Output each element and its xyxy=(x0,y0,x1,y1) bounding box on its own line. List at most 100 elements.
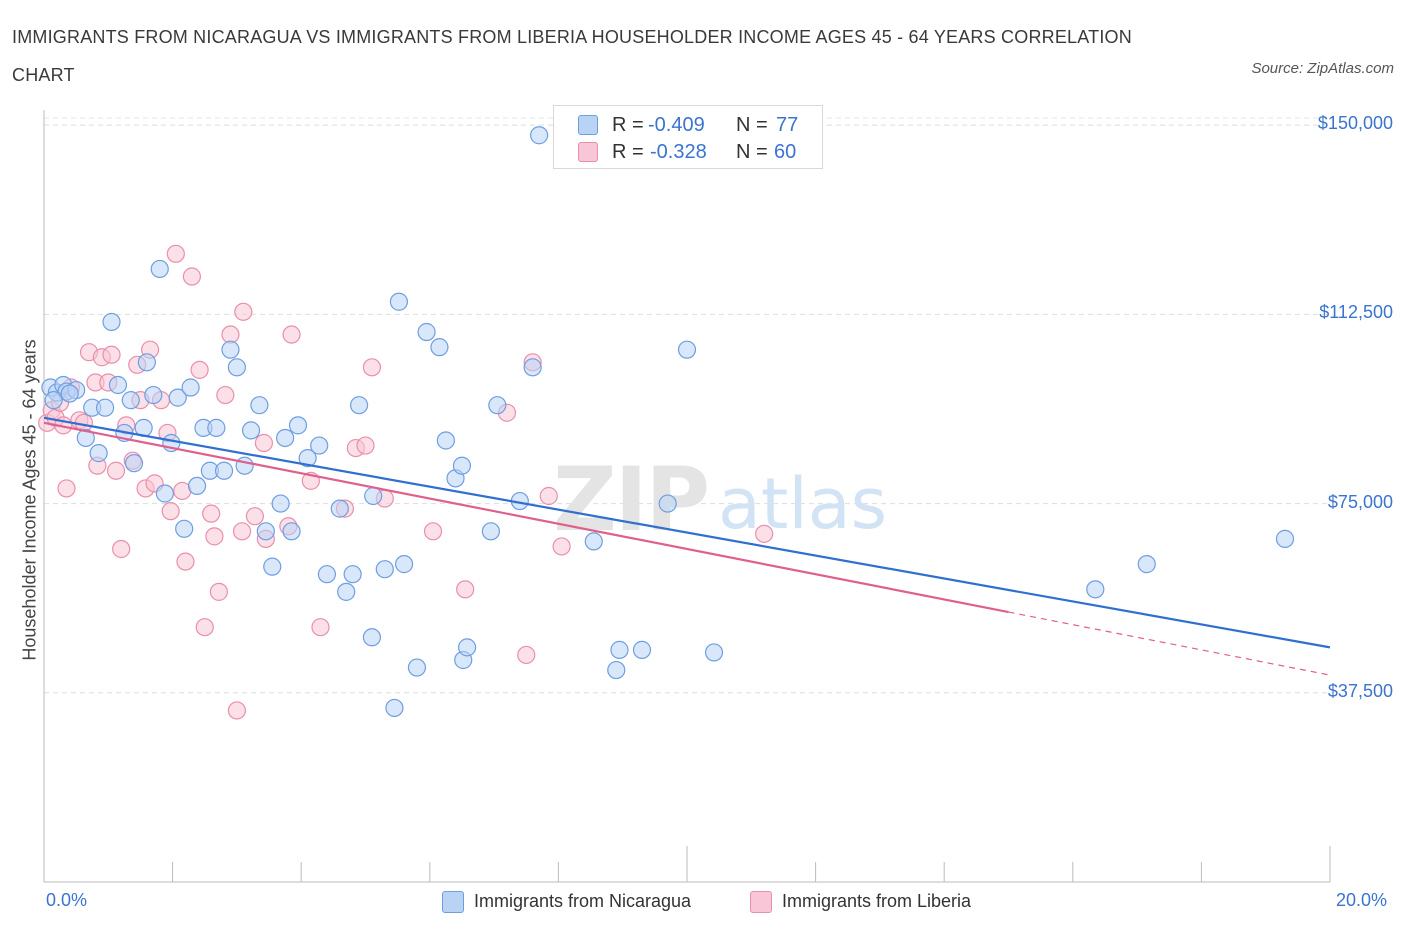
nicaragua-point xyxy=(362,628,382,647)
nicaragua-point xyxy=(343,565,362,584)
liberia-point xyxy=(166,244,185,263)
nicaragua-point xyxy=(436,431,455,450)
y-tick-label: $150,000 xyxy=(1317,113,1393,134)
nicaragua-point xyxy=(677,340,697,359)
nicaragua-point xyxy=(89,444,108,463)
nicaragua-point xyxy=(108,375,128,395)
nicaragua-point xyxy=(704,643,724,662)
nicaragua-point xyxy=(658,494,677,513)
nicaragua-point xyxy=(610,640,629,659)
nicaragua-trend-line xyxy=(43,416,1331,649)
r-value-nicaragua: -0.409 xyxy=(648,114,705,136)
nicaragua-point xyxy=(168,388,187,407)
liberia-trend-line xyxy=(43,421,1009,614)
y-tick-label: $112,500 xyxy=(1319,302,1393,323)
nicaragua-points xyxy=(41,126,1295,718)
nicaragua-point xyxy=(155,484,174,503)
watermark-zip: ZIP xyxy=(553,448,708,551)
nicaragua-point xyxy=(221,340,240,359)
liberia-point xyxy=(112,539,131,559)
nicaragua-point xyxy=(417,322,436,342)
liberia-points xyxy=(38,244,774,720)
nicaragua-point xyxy=(207,418,226,437)
liberia-point xyxy=(755,524,774,543)
nicaragua-point xyxy=(271,494,290,513)
liberia-point xyxy=(232,522,252,541)
x-tick-max: 20.0% xyxy=(1336,890,1388,910)
nicaragua-point xyxy=(250,396,269,415)
nicaragua-point xyxy=(298,449,317,468)
liberia-point xyxy=(221,325,240,344)
nicaragua-point xyxy=(181,378,200,397)
nicaragua-point xyxy=(394,555,414,574)
liberia-point xyxy=(245,507,265,526)
liberia-point xyxy=(190,360,209,379)
nicaragua-point xyxy=(1086,580,1105,599)
nicaragua-point xyxy=(256,522,275,541)
nicaragua-point xyxy=(364,486,383,506)
liberia-point xyxy=(227,701,246,720)
nicaragua-point xyxy=(144,385,163,405)
nicaragua-point xyxy=(330,499,349,518)
liberia-point xyxy=(234,302,253,321)
liberia-point xyxy=(102,345,121,364)
liberia-point xyxy=(216,385,235,405)
chart-title: IMMIGRANTS FROM NICARAGUA VS IMMIGRANTS … xyxy=(12,27,1132,85)
nicaragua-point xyxy=(121,391,140,410)
liberia-point xyxy=(205,527,224,546)
liberia-point xyxy=(209,582,228,601)
nicaragua-point xyxy=(389,292,409,311)
liberia-point xyxy=(254,433,274,453)
nicaragua-point xyxy=(187,476,207,496)
nicaragua-point xyxy=(214,461,234,480)
nicaragua-point xyxy=(632,640,652,659)
nicaragua-swatch xyxy=(578,115,598,135)
grid-lines xyxy=(44,117,1330,694)
nicaragua-point xyxy=(310,436,329,455)
nicaragua-point xyxy=(317,565,337,584)
nicaragua-point xyxy=(227,358,246,377)
nicaragua-point xyxy=(607,660,626,680)
nicaragua-point xyxy=(337,582,356,601)
nicaragua-point xyxy=(530,126,549,145)
nicaragua-point xyxy=(137,353,156,372)
x-tick-min: 0.0% xyxy=(46,890,88,910)
nicaragua-point xyxy=(276,428,295,448)
liberia-swatch xyxy=(750,891,772,913)
nicaragua-point xyxy=(1275,529,1295,548)
nicaragua-point xyxy=(76,428,95,448)
liberia-point xyxy=(195,618,214,637)
legend-label-nicaragua: Immigrants from Nicaragua xyxy=(474,891,692,911)
r-label: R = xyxy=(612,114,644,136)
nicaragua-point xyxy=(1137,555,1156,574)
nicaragua-point xyxy=(349,396,369,415)
source-label: Source: ZipAtlas.com xyxy=(1251,60,1394,77)
liberia-point xyxy=(311,618,330,637)
nicaragua-point xyxy=(241,421,261,440)
r-value-liberia: -0.328 xyxy=(650,141,707,163)
nicaragua-point xyxy=(385,698,404,718)
watermark-atlas: atlas xyxy=(718,463,887,545)
nicaragua-point xyxy=(124,454,144,473)
n-label: N = xyxy=(736,114,768,136)
nicaragua-point xyxy=(235,456,254,475)
n-value-nicaragua: 77 xyxy=(776,114,799,136)
nicaragua-point xyxy=(150,259,169,279)
liberia-point xyxy=(539,486,558,506)
liberia-point xyxy=(423,522,443,541)
liberia-point xyxy=(517,645,536,665)
nicaragua-point xyxy=(95,398,115,417)
r-label: R = xyxy=(612,141,644,163)
liberia-point xyxy=(161,502,180,521)
trend-lines xyxy=(43,416,1331,676)
correlation-legend: R = -0.409 N = 77 R = -0.328 N = 60 xyxy=(553,105,823,169)
axes xyxy=(43,110,1331,883)
liberia-point xyxy=(106,461,126,480)
nicaragua-point xyxy=(407,658,427,677)
nicaragua-point xyxy=(282,522,301,541)
nicaragua-point xyxy=(523,358,542,377)
liberia-point xyxy=(552,537,571,556)
nicaragua-point xyxy=(481,522,500,541)
nicaragua-point xyxy=(457,638,477,657)
legend-label-liberia: Immigrants from Liberia xyxy=(782,891,972,911)
